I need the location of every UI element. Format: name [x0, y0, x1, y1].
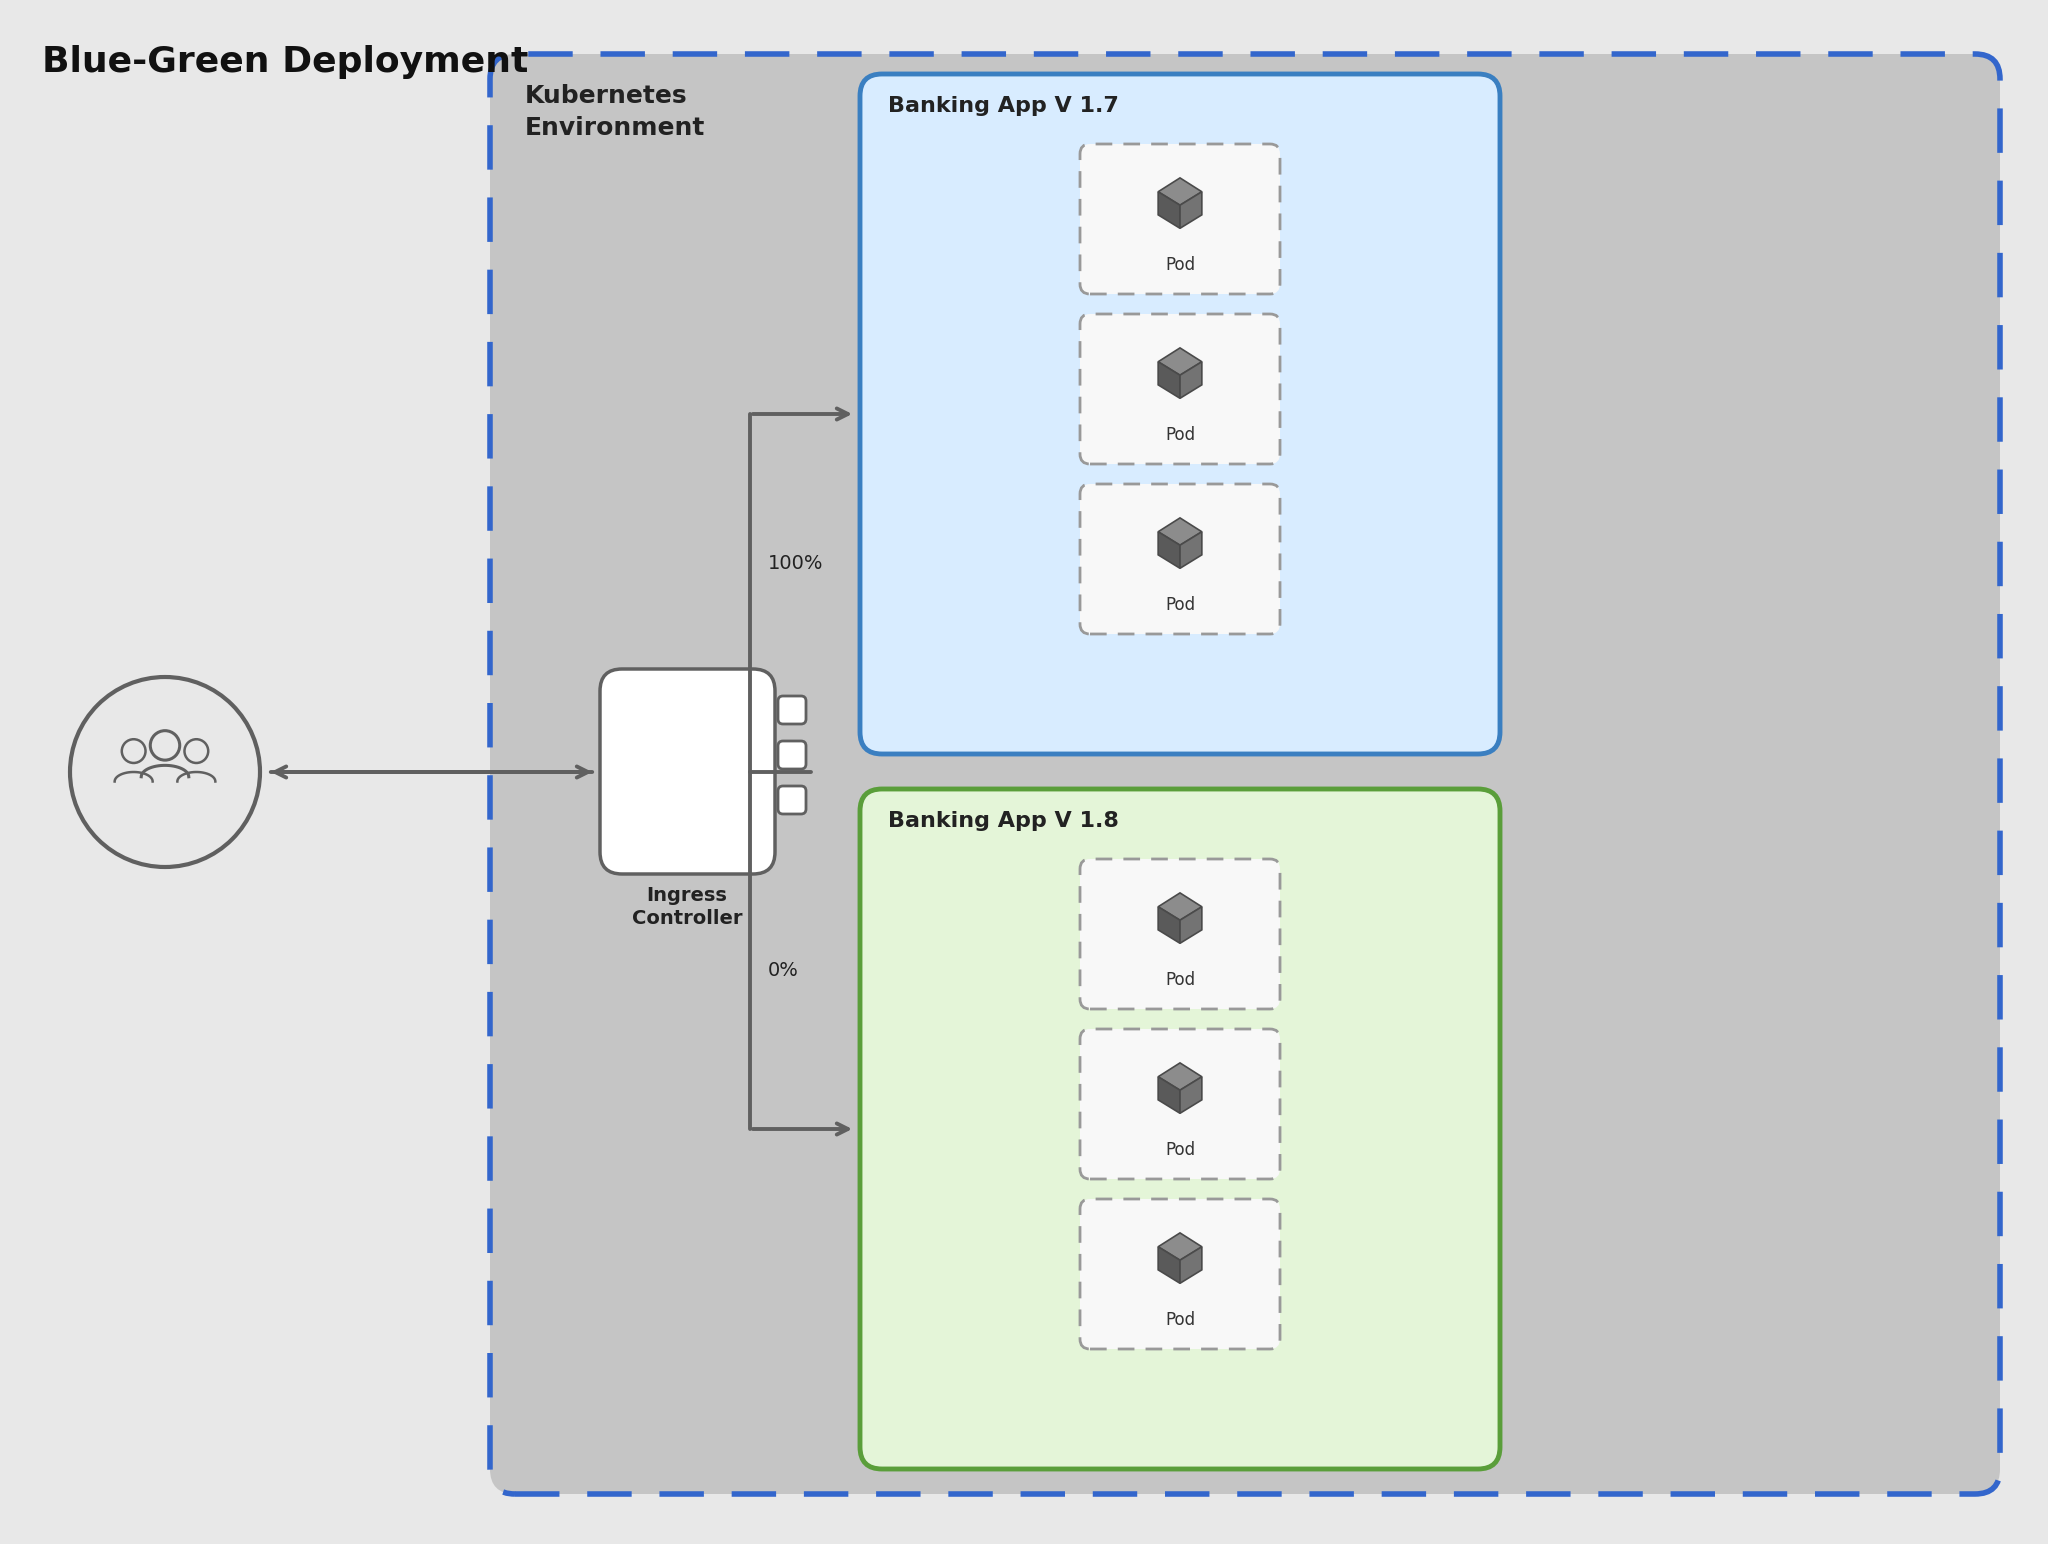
FancyBboxPatch shape: [1079, 144, 1280, 293]
FancyBboxPatch shape: [778, 786, 807, 814]
FancyBboxPatch shape: [1079, 483, 1280, 635]
Text: 100%: 100%: [768, 554, 823, 573]
Polygon shape: [1159, 906, 1180, 943]
Polygon shape: [1159, 892, 1202, 920]
Polygon shape: [1159, 191, 1180, 229]
FancyBboxPatch shape: [778, 741, 807, 769]
FancyBboxPatch shape: [1079, 313, 1280, 465]
Text: Kubernetes
Environment: Kubernetes Environment: [524, 83, 705, 139]
Text: Pod: Pod: [1165, 1141, 1196, 1160]
Text: Banking App V 1.8: Banking App V 1.8: [889, 811, 1118, 831]
Polygon shape: [1159, 1246, 1180, 1283]
Text: Pod: Pod: [1165, 256, 1196, 273]
Text: 0%: 0%: [768, 960, 799, 979]
FancyBboxPatch shape: [489, 54, 2001, 1495]
Polygon shape: [1180, 906, 1202, 943]
Text: Pod: Pod: [1165, 971, 1196, 990]
Text: Pod: Pod: [1165, 426, 1196, 445]
FancyBboxPatch shape: [1079, 1028, 1280, 1180]
Polygon shape: [1159, 178, 1202, 205]
Polygon shape: [1180, 531, 1202, 568]
Polygon shape: [1180, 191, 1202, 229]
Polygon shape: [1159, 361, 1180, 398]
Text: Pod: Pod: [1165, 1311, 1196, 1329]
Text: Banking App V 1.7: Banking App V 1.7: [889, 96, 1118, 116]
Polygon shape: [1159, 1062, 1202, 1090]
Text: Ingress
Controller: Ingress Controller: [631, 886, 741, 928]
FancyBboxPatch shape: [778, 696, 807, 724]
Text: Blue-Green Deployment: Blue-Green Deployment: [43, 45, 528, 79]
Polygon shape: [1159, 347, 1202, 375]
FancyBboxPatch shape: [1079, 1200, 1280, 1349]
Polygon shape: [1180, 361, 1202, 398]
Polygon shape: [1159, 531, 1180, 568]
Polygon shape: [1159, 1076, 1180, 1113]
FancyBboxPatch shape: [1079, 858, 1280, 1008]
Polygon shape: [1159, 1234, 1202, 1260]
Polygon shape: [1180, 1246, 1202, 1283]
FancyBboxPatch shape: [860, 74, 1499, 753]
Polygon shape: [1180, 1076, 1202, 1113]
FancyBboxPatch shape: [860, 789, 1499, 1468]
Text: Pod: Pod: [1165, 596, 1196, 615]
Polygon shape: [1159, 517, 1202, 545]
FancyBboxPatch shape: [600, 669, 774, 874]
